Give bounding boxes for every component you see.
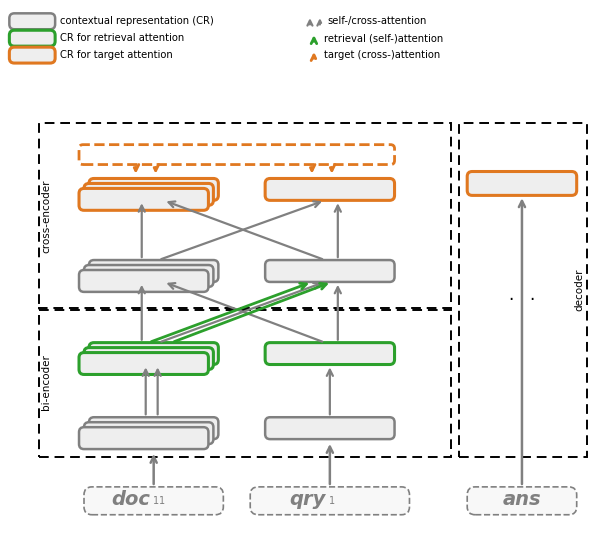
Text: decoder: decoder <box>575 268 585 311</box>
FancyBboxPatch shape <box>89 417 218 439</box>
FancyBboxPatch shape <box>265 260 395 282</box>
FancyBboxPatch shape <box>10 14 55 29</box>
FancyBboxPatch shape <box>467 172 577 195</box>
Text: CR for target attention: CR for target attention <box>60 50 173 60</box>
FancyBboxPatch shape <box>79 270 209 292</box>
Text: contextual representation (CR): contextual representation (CR) <box>60 16 214 26</box>
FancyBboxPatch shape <box>89 342 218 365</box>
Text: bi-encoder: bi-encoder <box>41 354 51 410</box>
FancyBboxPatch shape <box>10 30 55 46</box>
FancyBboxPatch shape <box>79 353 209 374</box>
FancyBboxPatch shape <box>79 188 209 210</box>
FancyBboxPatch shape <box>89 179 218 200</box>
FancyBboxPatch shape <box>265 417 395 439</box>
FancyBboxPatch shape <box>265 342 395 365</box>
FancyBboxPatch shape <box>84 184 213 205</box>
Text: ans: ans <box>502 490 541 509</box>
Bar <box>39 308 451 457</box>
Text: $_1$: $_1$ <box>328 493 336 507</box>
Text: cross-encoder: cross-encoder <box>41 179 51 253</box>
Text: $_{11}$: $_{11}$ <box>152 493 165 507</box>
FancyBboxPatch shape <box>89 260 218 282</box>
FancyBboxPatch shape <box>84 265 213 287</box>
FancyBboxPatch shape <box>10 47 55 63</box>
Text: self-/cross-attention: self-/cross-attention <box>328 16 427 26</box>
Bar <box>39 123 451 310</box>
FancyBboxPatch shape <box>84 422 213 444</box>
Text: · · ·: · · · <box>509 291 535 309</box>
FancyBboxPatch shape <box>265 179 395 200</box>
FancyBboxPatch shape <box>250 487 409 515</box>
Text: doc: doc <box>111 490 150 509</box>
Bar <box>460 123 586 457</box>
FancyBboxPatch shape <box>79 427 209 449</box>
Text: qry: qry <box>290 490 326 509</box>
FancyBboxPatch shape <box>467 487 577 515</box>
Text: target (cross-)attention: target (cross-)attention <box>324 50 440 60</box>
FancyBboxPatch shape <box>84 487 224 515</box>
Text: retrieval (self-)attention: retrieval (self-)attention <box>324 33 443 43</box>
FancyBboxPatch shape <box>84 348 213 369</box>
Text: CR for retrieval attention: CR for retrieval attention <box>60 33 184 43</box>
